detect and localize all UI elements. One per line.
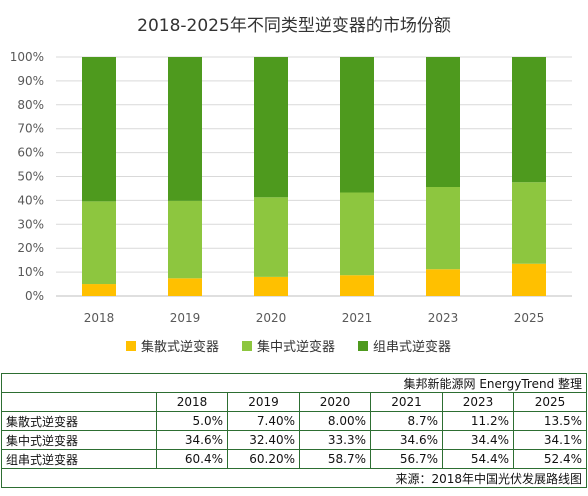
legend-label: 集中式逆变器 [257, 339, 335, 355]
x-tick-label: 2023 [428, 311, 459, 325]
bar-segment [426, 269, 460, 296]
bar-segment [426, 57, 460, 188]
x-tick-label: 2020 [256, 311, 287, 325]
table-row: 集中式逆变器 34.6% 32.40% 33.3% 34.6% 34.4% 34… [1, 430, 588, 450]
table-cell: 11.2% [442, 411, 514, 431]
legend: 集散式逆变器 集中式逆变器 组串式逆变器 [126, 339, 451, 355]
chart-area: 2018-2025年不同类型逆变器的市场份额 0% 10% 20% 30% 40% 50%… [9, 16, 572, 355]
bar-segment [254, 57, 288, 198]
table-cell: 34.6% [370, 430, 443, 450]
bar-segment [82, 57, 116, 202]
y-axis-ticks: 0% 10% 20% 30% 40% 50% 60% 70% 80% 90% 100% [10, 50, 44, 303]
y-tick-label: 60% [17, 146, 44, 160]
y-tick-label: 50% [17, 170, 44, 184]
table-cell: 56.7% [370, 449, 443, 469]
table-cell: 54.4% [442, 449, 514, 469]
table-row-label: 组串式逆变器 [1, 449, 157, 469]
y-tick-label: 10% [17, 265, 44, 279]
y-tick-label: 30% [17, 217, 44, 231]
x-tick-label: 2019 [170, 311, 201, 325]
table-cell: 60.20% [227, 449, 300, 469]
table-year-cell: 2019 [227, 392, 300, 412]
table-cell: 32.40% [227, 430, 300, 450]
table-cell: 34.1% [512, 430, 588, 450]
bar-segment [512, 263, 546, 296]
bar-segment [340, 192, 374, 276]
legend-label: 集散式逆变器 [141, 339, 219, 355]
bar-segment [168, 57, 202, 201]
table-year-row: 2018 2019 2020 2021 2023 2025 [1, 392, 588, 412]
table-cell: 8.7% [370, 411, 443, 431]
table-cell: 34.4% [442, 430, 514, 450]
table-row-label: 集散式逆变器 [1, 411, 157, 431]
table-row: 集散式逆变器 5.0% 7.40% 8.00% 8.7% 11.2% 13.5% [1, 411, 588, 431]
bar-segment [340, 275, 374, 296]
table-cell: 60.4% [156, 449, 228, 469]
table-row-label: 集中式逆变器 [1, 430, 157, 450]
table-cell: 7.40% [227, 411, 300, 431]
legend-swatch [126, 341, 136, 351]
table-cell: 33.3% [299, 430, 371, 450]
y-tick-label: 0% [25, 289, 44, 303]
table-note-row: 集邦新能源网 EnergyTrend 整理 [0, 373, 588, 393]
bar-segment [254, 276, 288, 296]
stacked-bar-chart: 2018-2025年不同类型逆变器的市场份额 0% 10% 20% 30% 40% 50%… [9, 16, 572, 355]
table-cell: 34.6% [156, 430, 228, 450]
table-year-cell: 2020 [299, 392, 371, 412]
table-header-note: 集邦新能源网 EnergyTrend 整理 [0, 373, 588, 393]
y-tick-label: 20% [17, 241, 44, 255]
bar-segment [168, 278, 202, 296]
table-cell: 8.00% [299, 411, 371, 431]
table-cell: 52.4% [512, 449, 588, 469]
y-tick-label: 80% [17, 98, 44, 112]
table-cell: 5.0% [156, 411, 228, 431]
bar-segment [340, 57, 374, 193]
bar-segment [254, 197, 288, 277]
bar-segment [512, 182, 546, 264]
bars [82, 57, 546, 296]
table-corner-cell [1, 392, 157, 412]
table-year-cell: 2021 [370, 392, 443, 412]
x-tick-label: 2021 [342, 311, 373, 325]
bar-segment [426, 187, 460, 270]
x-tick-label: 2025 [514, 311, 545, 325]
table-year-cell: 2023 [442, 392, 514, 412]
gridlines [56, 56, 572, 297]
data-table: 集邦新能源网 EnergyTrend 整理 2018 2019 2020 202… [0, 373, 588, 488]
table-row: 组串式逆变器 60.4% 60.20% 58.7% 56.7% 54.4% 52… [1, 449, 588, 469]
legend-swatch [242, 341, 252, 351]
y-tick-label: 70% [17, 122, 44, 136]
bar-segment [512, 57, 546, 183]
table-cell: 13.5% [512, 411, 588, 431]
table-source-note: 来源：2018年中国光伏发展路线图 [0, 468, 588, 488]
table-source-row: 来源：2018年中国光伏发展路线图 [0, 468, 588, 488]
y-tick-label: 90% [17, 74, 44, 88]
bar-segment [82, 284, 116, 296]
table-cell: 58.7% [299, 449, 371, 469]
x-axis-ticks: 2018 2019 2020 2021 2023 2025 [84, 311, 545, 325]
y-tick-label: 40% [17, 193, 44, 207]
x-tick-label: 2018 [84, 311, 115, 325]
table-year-cell: 2025 [512, 392, 588, 412]
y-tick-label: 100% [10, 50, 44, 64]
bar-segment [82, 201, 116, 285]
chart-title: 2018-2025年不同类型逆变器的市场份额 [137, 16, 451, 36]
legend-swatch [358, 341, 368, 351]
table-year-cell: 2018 [156, 392, 228, 412]
legend-label: 组串式逆变器 [373, 339, 451, 355]
bar-segment [168, 200, 202, 279]
